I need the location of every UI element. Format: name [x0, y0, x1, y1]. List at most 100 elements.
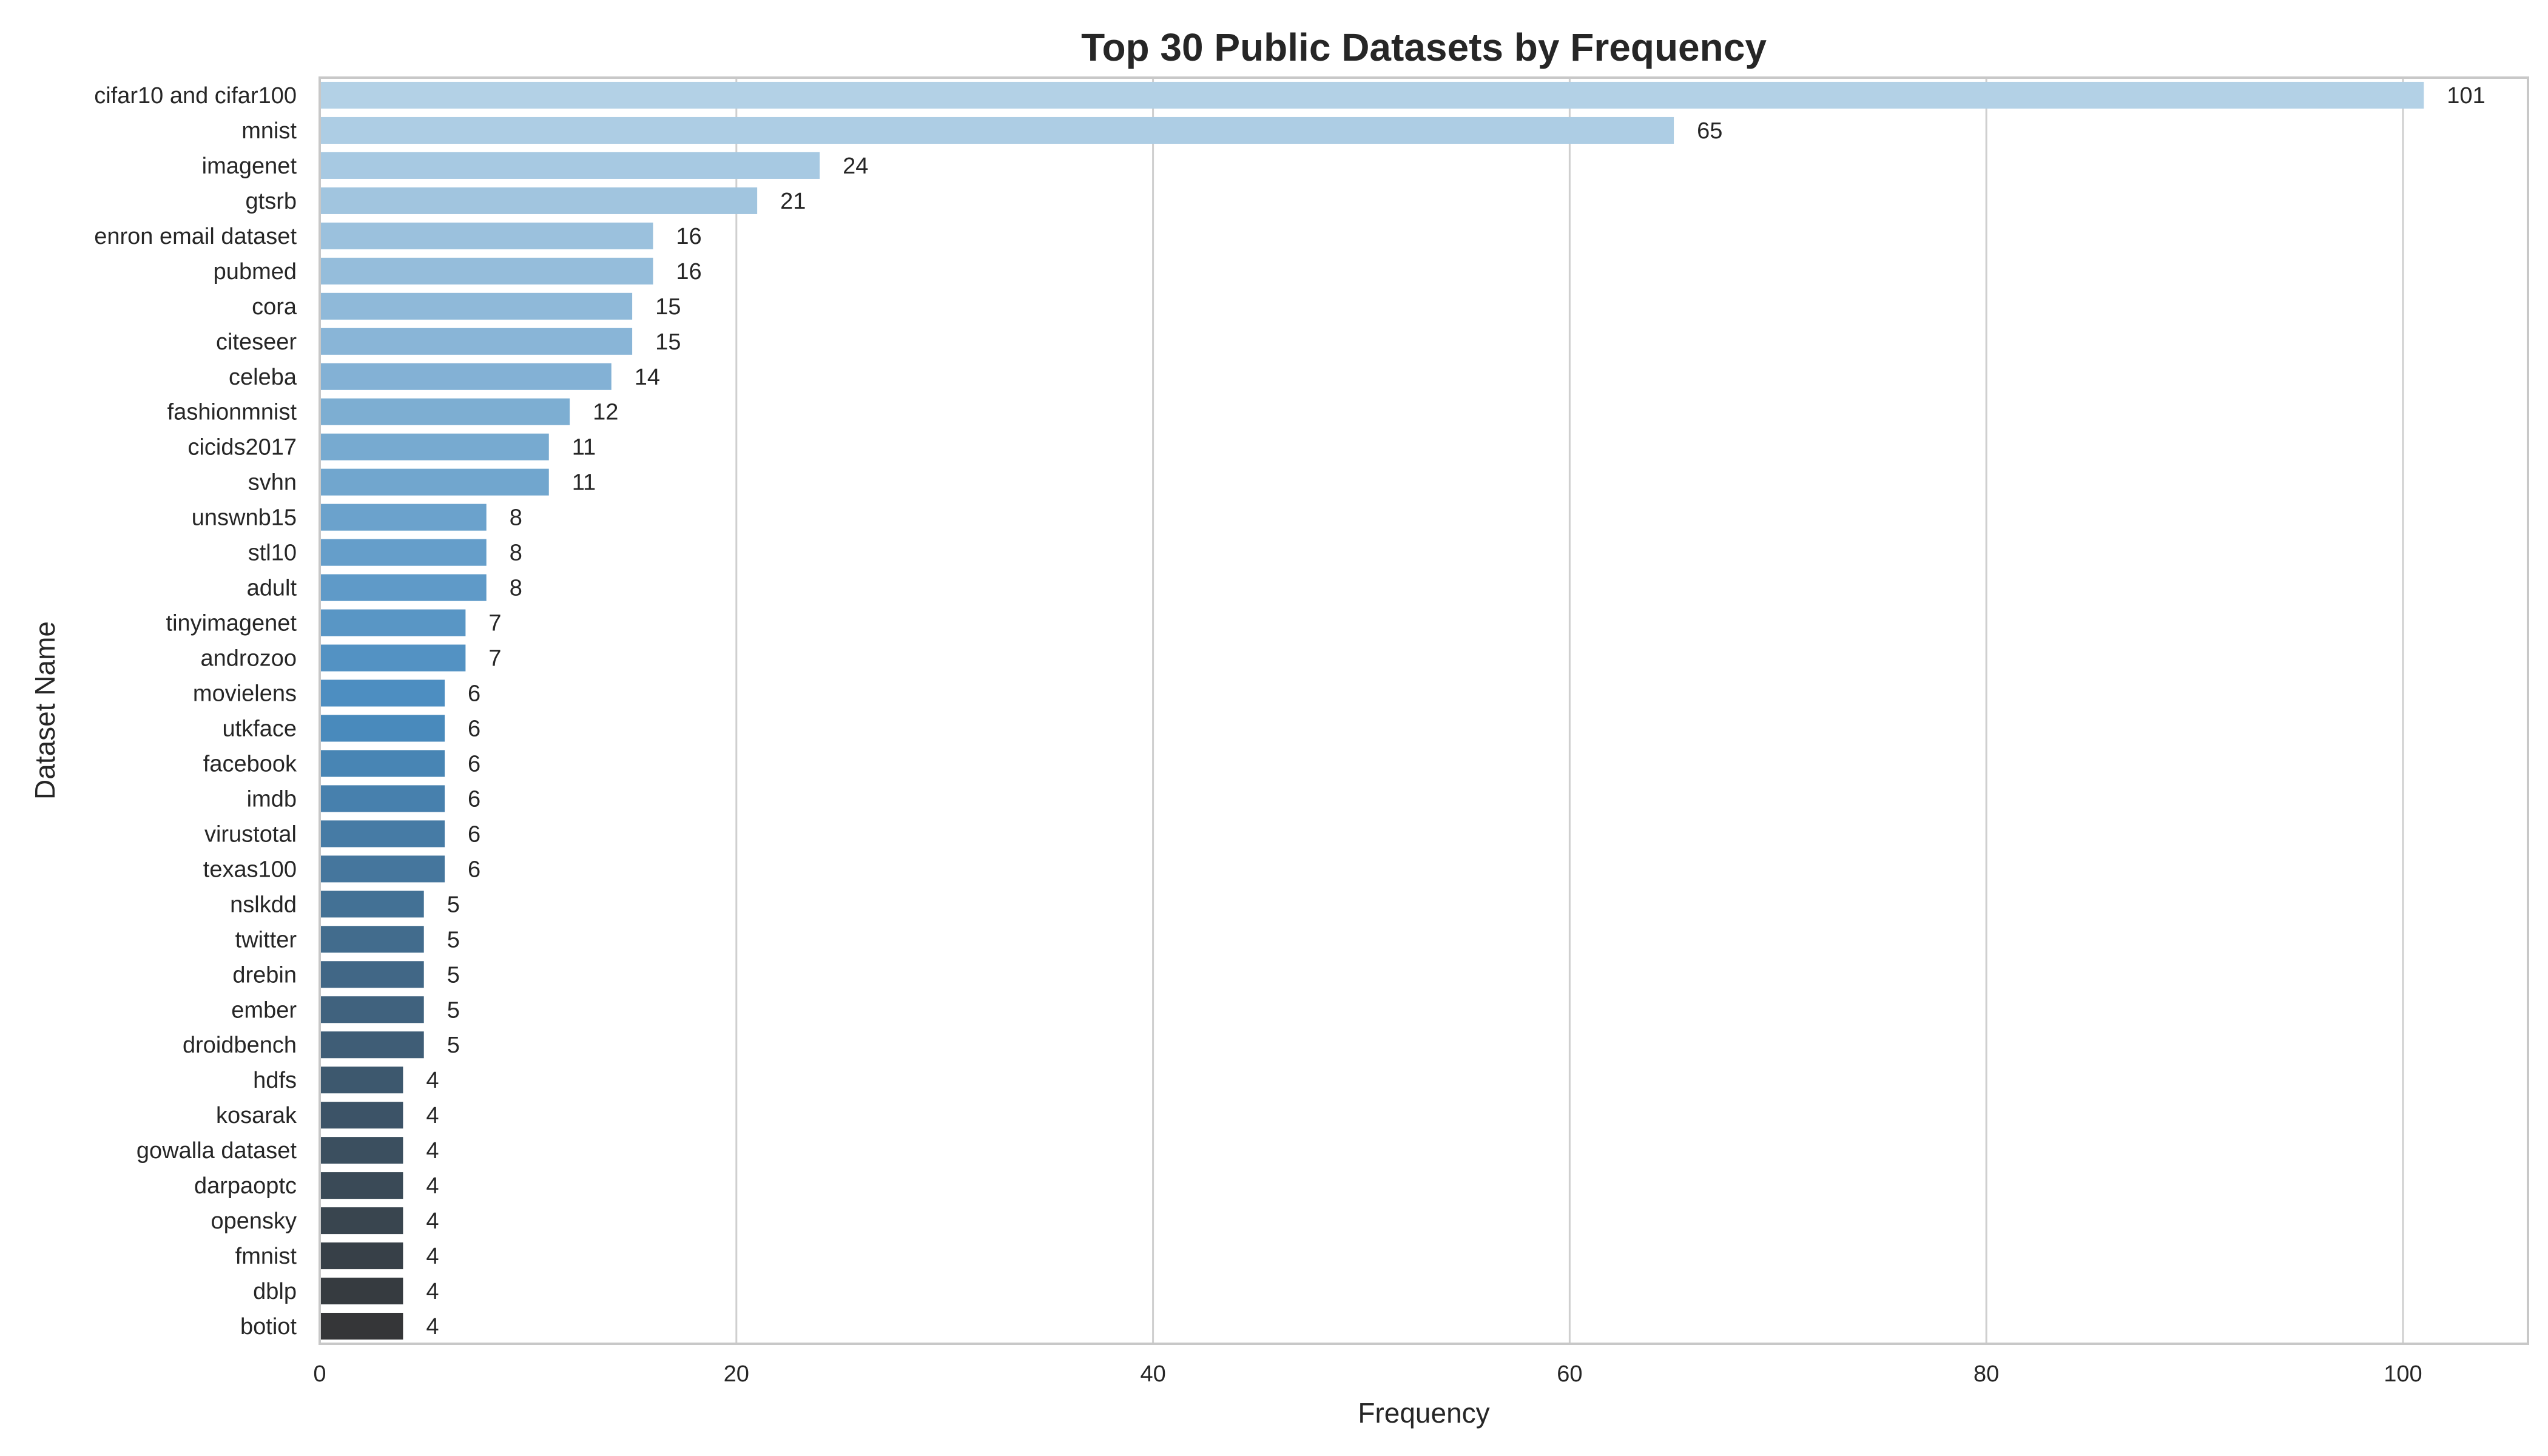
- data-label: 6: [468, 751, 480, 777]
- bar: [320, 539, 487, 566]
- bar: [320, 644, 466, 672]
- bar: [320, 679, 445, 707]
- y-tick-label: ember: [231, 997, 297, 1023]
- y-tick-label: tinyimagenet: [166, 611, 297, 636]
- y-tick-label: movielens: [193, 681, 297, 707]
- data-label: 6: [468, 716, 480, 741]
- y-tick-label: celeba: [229, 365, 297, 390]
- bar: [320, 152, 820, 179]
- y-tick-label: kosarak: [216, 1103, 297, 1128]
- grid-layer: [735, 78, 2404, 1344]
- x-tick-label: 100: [2384, 1361, 2422, 1387]
- bar: [320, 1031, 424, 1059]
- y-tick-label: drebin: [232, 962, 297, 988]
- y-tick-label: virustotal: [204, 821, 297, 847]
- y-tick-label: gtsrb: [246, 189, 297, 214]
- bar: [320, 609, 466, 636]
- bar: [320, 820, 445, 848]
- chart-title: Top 30 Public Datasets by Frequency: [1081, 25, 1767, 69]
- data-label: 4: [426, 1173, 439, 1199]
- data-label: 4: [426, 1103, 439, 1128]
- data-label: 5: [447, 892, 460, 917]
- data-label: 16: [676, 224, 701, 249]
- y-tick-label: opensky: [211, 1208, 297, 1234]
- bar: [320, 468, 549, 496]
- bar: [320, 891, 424, 918]
- y-tick-label: utkface: [222, 716, 297, 741]
- bar: [320, 81, 2424, 109]
- y-tick-label: androzoo: [201, 646, 297, 672]
- y-tick-label: fmnist: [235, 1244, 297, 1269]
- y-tick-label: svhn: [248, 470, 297, 496]
- data-label: 8: [510, 505, 522, 531]
- bar: [320, 1278, 403, 1305]
- data-label: 5: [447, 962, 460, 988]
- y-tick-label: dblp: [253, 1279, 297, 1304]
- data-label: 6: [468, 857, 480, 882]
- bar: [320, 292, 633, 320]
- data-label: 4: [426, 1314, 439, 1340]
- y-tick-label: cicids2017: [187, 435, 297, 460]
- bar: [320, 750, 445, 777]
- data-label: 15: [655, 329, 681, 355]
- bar: [320, 504, 487, 531]
- y-tick-label: gowalla dataset: [136, 1138, 297, 1164]
- data-label: 7: [488, 646, 501, 672]
- bar: [320, 1067, 403, 1094]
- y-tick-labels: cifar10 and cifar100 mnist imagenet gtsrb en…: [94, 83, 297, 1340]
- data-label: 5: [447, 927, 460, 952]
- data-label: 4: [426, 1208, 439, 1234]
- bar: [320, 116, 1674, 144]
- bar: [320, 1102, 403, 1129]
- bar: [320, 363, 612, 390]
- y-tick-label: adult: [247, 576, 297, 601]
- bar: [320, 187, 758, 214]
- bar: [320, 398, 570, 425]
- y-tick-label: nslkdd: [230, 892, 297, 917]
- data-label: 11: [572, 435, 596, 460]
- bar: [320, 715, 445, 742]
- data-label: 101: [2447, 83, 2485, 109]
- y-axis-label: Dataset Name: [29, 621, 61, 800]
- x-tick-label: 0: [313, 1361, 326, 1387]
- x-tick-label: 20: [724, 1361, 749, 1387]
- data-label: 4: [426, 1068, 439, 1093]
- data-label: 14: [635, 365, 660, 390]
- bar: [320, 574, 487, 601]
- y-tick-label: darpaoptc: [194, 1173, 297, 1199]
- data-label: 24: [843, 153, 868, 179]
- data-label: 6: [468, 821, 480, 847]
- y-tick-label: unswnb15: [192, 505, 297, 531]
- data-label: 5: [447, 997, 460, 1023]
- bar: [320, 433, 549, 460]
- data-label: 21: [780, 189, 806, 214]
- y-tick-label: hdfs: [253, 1068, 297, 1093]
- bar: [320, 855, 445, 883]
- bar: [320, 1312, 403, 1340]
- bar: [320, 785, 445, 812]
- x-tick-labels: 0 20 40 60 80 100: [313, 1361, 2422, 1387]
- x-tick-label: 40: [1140, 1361, 1165, 1387]
- y-tick-label: cifar10 and cifar100: [94, 83, 297, 109]
- y-tick-label: cora: [252, 294, 297, 320]
- bar: [320, 1207, 403, 1235]
- y-tick-label: imdb: [247, 786, 297, 812]
- y-tick-label: pubmed: [214, 259, 297, 285]
- bar: [320, 1242, 403, 1270]
- plot-frame: [318, 76, 2529, 1345]
- data-label: 8: [510, 541, 522, 566]
- bar: [320, 1137, 403, 1164]
- data-label: 4: [426, 1244, 439, 1269]
- data-label: 6: [468, 786, 480, 812]
- bars-layer: [320, 81, 2424, 1340]
- x-tick-label: 80: [1973, 1361, 1999, 1387]
- y-tick-label: twitter: [235, 927, 297, 952]
- bar: [320, 996, 424, 1023]
- x-tick-label: 60: [1557, 1361, 1582, 1387]
- y-tick-label: droidbench: [183, 1033, 297, 1058]
- y-tick-label: fashionmnist: [167, 400, 297, 425]
- bar: [320, 257, 653, 285]
- y-tick-label: enron email dataset: [94, 224, 297, 249]
